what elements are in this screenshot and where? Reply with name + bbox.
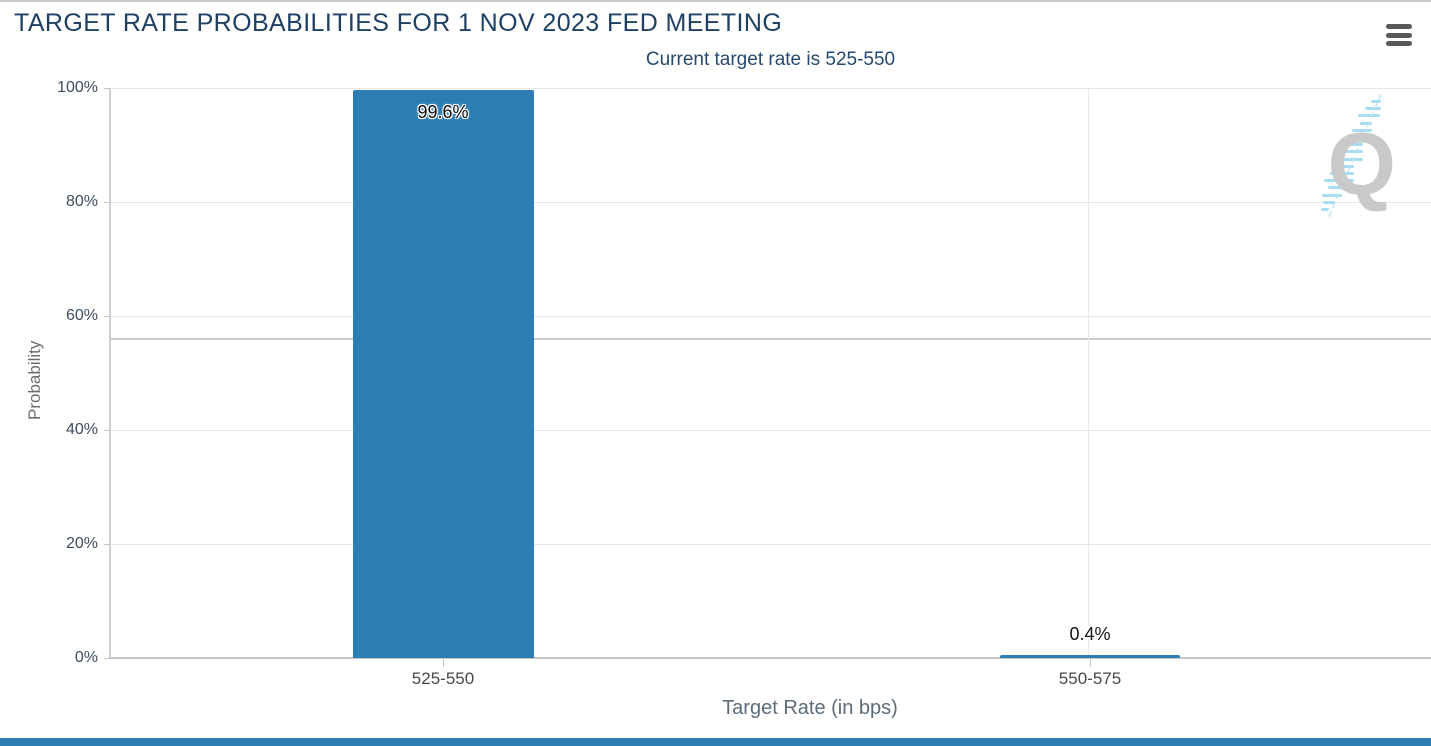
hamburger-icon <box>1386 24 1412 29</box>
probability-bar[interactable] <box>352 90 534 658</box>
bar-value-label: 0.4% <box>1069 624 1111 644</box>
bar-value-label: 99.6% <box>417 102 469 122</box>
y-gridline <box>110 88 1431 89</box>
page-title: TARGET RATE PROBABILITIES FOR 1 NOV 2023… <box>14 9 783 37</box>
y-axis-title: Probability <box>25 340 44 420</box>
y-gridline <box>110 544 1431 545</box>
category-label: 550-575 <box>1058 669 1122 688</box>
y-tick-mark <box>104 88 110 89</box>
y-axis-line <box>109 88 111 658</box>
x-tick-mark <box>1090 659 1091 667</box>
chart-subtitle: Current target rate is 525-550 <box>645 49 896 70</box>
y-axis-tick-label: 40% <box>65 421 98 438</box>
x-axis-line <box>109 657 1431 659</box>
probability-bar[interactable] <box>1000 655 1180 658</box>
y-axis-tick-label: 100% <box>57 79 98 96</box>
menu-button[interactable] <box>1386 24 1412 46</box>
y-tick-mark <box>104 316 110 317</box>
category-label: 525-550 <box>411 669 475 688</box>
hamburger-icon <box>1386 41 1412 46</box>
y-axis-tick-label: 80% <box>65 193 98 210</box>
y-gridline <box>110 202 1431 203</box>
y-gridline <box>110 430 1431 431</box>
x-gridline <box>1088 88 1089 658</box>
y-tick-mark <box>104 202 110 203</box>
y-tick-mark <box>104 430 110 431</box>
x-axis-title: Target Rate (in bps) <box>722 697 898 719</box>
y-gridline <box>110 316 1431 317</box>
y-axis-tick-label: 60% <box>65 307 98 324</box>
y-axis-tick-label: 20% <box>65 535 98 552</box>
y-axis-tick-label: 0% <box>74 649 98 666</box>
x-tick-mark <box>443 659 444 667</box>
y-tick-mark <box>104 658 110 659</box>
horizontal-plot-line <box>110 338 1431 340</box>
x-gridline <box>533 88 534 658</box>
footer-bar <box>0 738 1431 746</box>
hamburger-icon <box>1386 32 1412 38</box>
y-tick-mark <box>104 544 110 545</box>
top-border <box>0 0 1431 2</box>
